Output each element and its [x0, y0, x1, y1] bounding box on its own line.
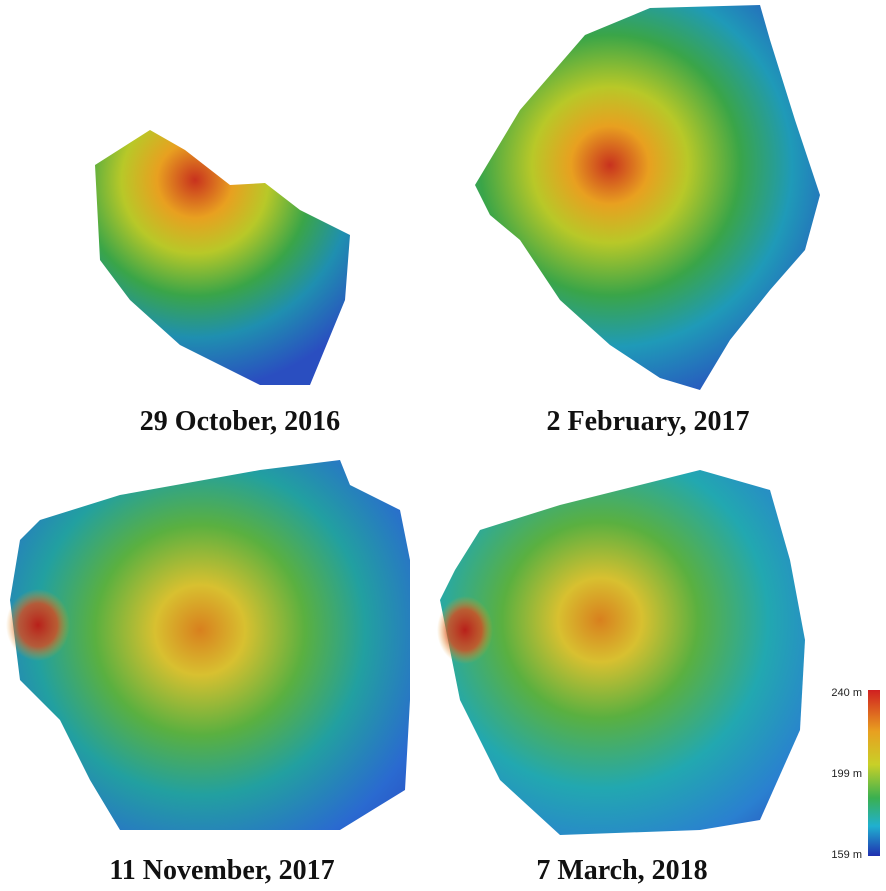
- colorbar-label: 199 m: [831, 768, 862, 780]
- peak-area: [437, 596, 493, 664]
- figure: 29 October, 2016 2 February, 2017 11 Nov…: [0, 0, 886, 891]
- caption: 7 March, 2018: [536, 855, 707, 886]
- caption: 2 February, 2017: [547, 406, 750, 437]
- elevation-map: [440, 470, 805, 835]
- elevation-map: [475, 5, 820, 390]
- caption: 29 October, 2016: [140, 406, 340, 437]
- colorbar-label: 240 m: [831, 687, 862, 699]
- colorbar-label: 159 m: [831, 849, 862, 861]
- elevation-map: [95, 130, 350, 385]
- elevation-map: [10, 460, 410, 830]
- caption: 11 November, 2017: [109, 855, 334, 886]
- peak-area: [6, 589, 70, 661]
- colorbar: [868, 690, 880, 856]
